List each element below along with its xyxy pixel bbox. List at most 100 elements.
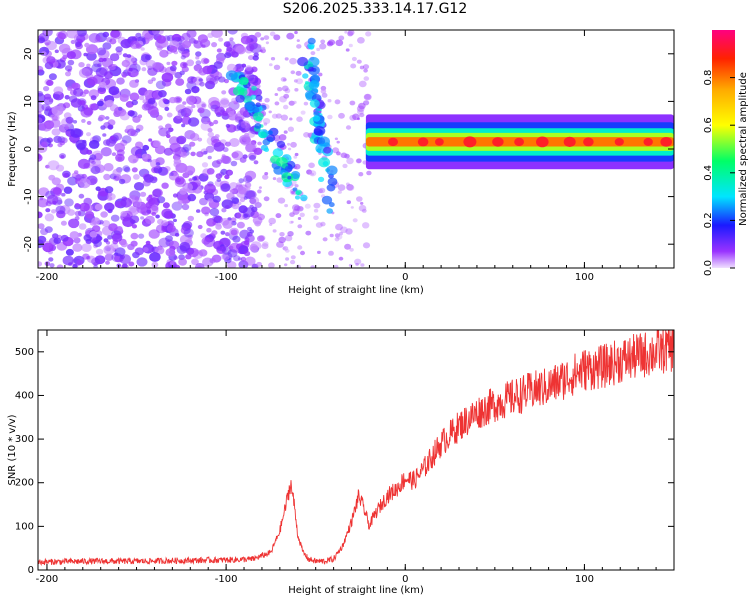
noise-blob <box>173 218 177 223</box>
noise-blob <box>320 89 327 94</box>
branch-blob <box>272 148 284 158</box>
noise-blob <box>129 79 139 88</box>
noise-blob <box>277 197 286 204</box>
noise-blob <box>211 30 223 38</box>
noise-blob <box>182 101 187 105</box>
branch-blob <box>255 94 263 101</box>
noise-blob <box>207 131 214 138</box>
snr-series-line <box>38 330 674 567</box>
noise-blob <box>275 113 282 119</box>
noise-blob <box>161 182 169 189</box>
noise-blob <box>92 225 101 233</box>
noise-blob <box>201 206 211 215</box>
noise-blob <box>60 155 65 159</box>
noise-blob <box>60 137 68 144</box>
noise-blob <box>107 192 113 197</box>
noise-blob <box>148 138 153 142</box>
noise-blob <box>108 87 118 96</box>
noise-blob <box>249 243 259 252</box>
noise-blob <box>155 162 161 166</box>
noise-blob <box>155 214 160 219</box>
noise-blob <box>162 98 168 103</box>
noise-blob <box>115 46 123 53</box>
noise-blob <box>206 227 212 233</box>
noise-blob <box>345 48 350 52</box>
noise-blob <box>342 163 348 169</box>
noise-blob <box>244 182 252 188</box>
noise-blob <box>131 99 138 106</box>
noise-blob <box>122 53 128 58</box>
noise-blob <box>159 49 169 58</box>
noise-blob <box>89 154 97 161</box>
noise-blob <box>212 195 221 203</box>
noise-blob <box>38 187 50 197</box>
noise-blob <box>46 79 54 86</box>
noise-blob <box>284 263 288 267</box>
noise-blob <box>224 174 230 180</box>
noise-blob <box>58 30 68 40</box>
noise-blob <box>138 95 145 101</box>
noise-blob <box>126 54 132 58</box>
noise-blob <box>283 93 290 99</box>
noise-blob <box>151 261 159 268</box>
noise-blob <box>306 169 313 175</box>
noise-blob <box>231 197 240 204</box>
noise-blob <box>336 151 341 156</box>
noise-blob <box>244 250 251 257</box>
noise-blob <box>174 71 183 79</box>
branch-blob <box>263 147 270 152</box>
noise-blob <box>44 213 55 222</box>
branch-blob <box>267 130 273 135</box>
noise-blob <box>188 178 193 182</box>
noise-blob <box>226 192 235 200</box>
noise-blob <box>57 32 66 40</box>
noise-blob <box>290 220 294 224</box>
noise-blob <box>320 39 326 44</box>
noise-blob <box>106 99 114 107</box>
noise-blob <box>162 202 170 209</box>
noise-blob <box>155 114 163 121</box>
noise-blob <box>280 114 288 121</box>
noise-blob <box>196 151 204 158</box>
noise-blob <box>82 253 90 260</box>
noise-blob <box>109 38 117 45</box>
noise-blob <box>91 217 101 225</box>
noise-blob <box>140 54 151 63</box>
noise-blob <box>362 242 371 249</box>
noise-blob <box>69 231 80 240</box>
noise-blob <box>337 190 342 194</box>
noise-blob <box>199 81 205 87</box>
noise-blob <box>263 35 270 40</box>
noise-blob <box>141 103 151 111</box>
branch-blob <box>318 176 325 182</box>
noise-blob <box>67 209 76 216</box>
heatmap-y-tick-label: -10 <box>23 188 34 204</box>
noise-blob <box>74 170 79 175</box>
noise-blob <box>157 218 164 225</box>
noise-blob <box>106 37 113 43</box>
line-plot-y-tick-label: 100 <box>15 521 34 532</box>
noise-blob <box>286 32 295 40</box>
noise-blob <box>219 246 227 252</box>
noise-blob <box>239 197 246 203</box>
noise-blob <box>172 193 178 198</box>
heatmap-x-axis-label: Height of straight line (km) <box>288 285 424 296</box>
noise-blob <box>245 186 251 191</box>
noise-blob <box>79 202 90 212</box>
noise-blob <box>288 100 295 106</box>
noise-blob <box>100 211 108 218</box>
noise-blob <box>273 34 281 41</box>
noise-blob <box>282 246 289 251</box>
noise-blob <box>271 113 278 119</box>
noise-blob <box>175 176 185 185</box>
noise-blob <box>142 179 151 187</box>
colorbar <box>712 30 735 268</box>
noise-blob <box>272 177 277 181</box>
noise-blob <box>80 107 93 118</box>
noise-blob <box>352 218 358 223</box>
noise-blob <box>351 56 357 62</box>
noise-blob <box>83 89 89 95</box>
noise-blob <box>211 254 222 263</box>
noise-blob <box>358 172 364 177</box>
branch-blob <box>294 195 301 200</box>
